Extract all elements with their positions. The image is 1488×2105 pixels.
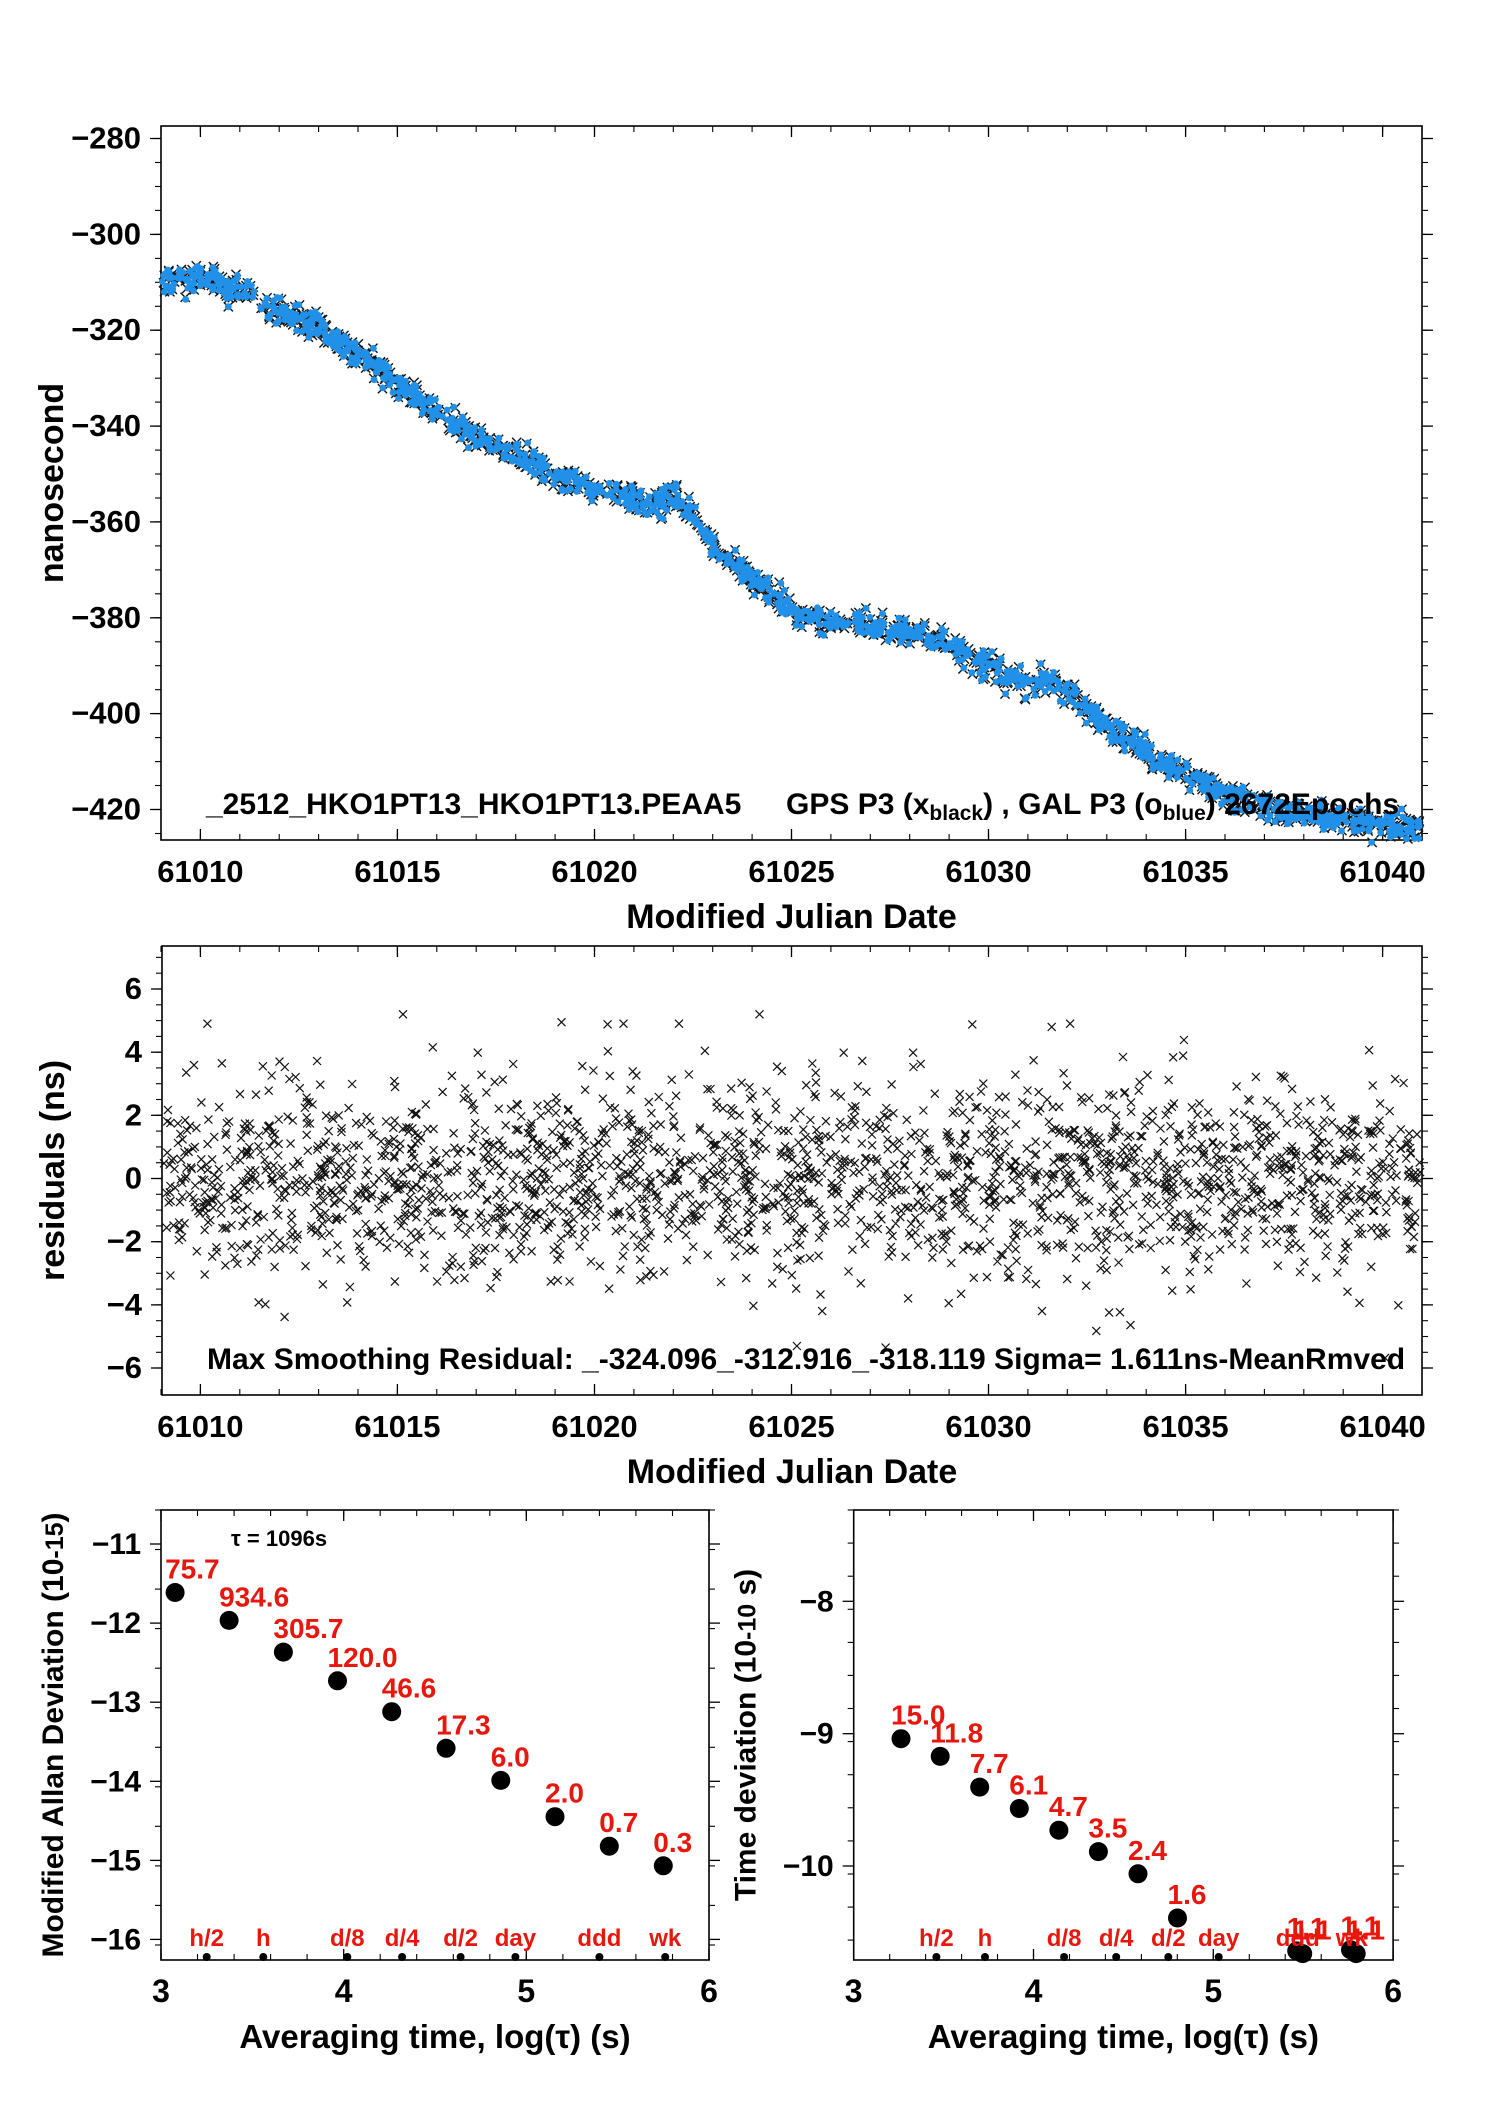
svg-text:2.4: 2.4: [1128, 1835, 1167, 1866]
svg-text:3: 3: [845, 1973, 863, 2009]
svg-text:17.3: 17.3: [436, 1709, 491, 1740]
svg-text:residuals (ns): residuals (ns): [34, 1060, 72, 1281]
svg-text:3: 3: [152, 1973, 170, 2009]
svg-text:wk: wk: [648, 1925, 682, 1952]
svg-text:d/4: d/4: [385, 1925, 420, 1952]
svg-text:h/2: h/2: [919, 1925, 954, 1952]
svg-text:0: 0: [125, 1161, 142, 1196]
svg-text:61025: 61025: [748, 854, 834, 889]
svg-text:1.6: 1.6: [1168, 1879, 1207, 1910]
svg-text:2: 2: [125, 1097, 142, 1132]
svg-text:−2: −2: [107, 1224, 142, 1259]
svg-text:6.0: 6.0: [491, 1741, 530, 1772]
svg-text:4.7: 4.7: [1049, 1791, 1088, 1822]
svg-text:61010: 61010: [157, 1409, 243, 1444]
svg-text:7.7: 7.7: [970, 1748, 1009, 1779]
svg-text:_2512_HKO1PT13_HKO1PT13.PEAA5: _2512_HKO1PT13_HKO1PT13.PEAA5: [205, 788, 741, 821]
svg-text:61010: 61010: [157, 854, 243, 889]
svg-text:day: day: [495, 1925, 537, 1952]
svg-text:−15: −15: [90, 1844, 141, 1877]
svg-text:11.8: 11.8: [930, 1717, 983, 1748]
svg-text:ddd: ddd: [577, 1925, 621, 1952]
svg-text:−300: −300: [71, 216, 141, 251]
svg-text:4: 4: [1025, 1973, 1043, 2009]
svg-text:4: 4: [125, 1034, 143, 1069]
svg-text:61015: 61015: [354, 1409, 440, 1444]
svg-text:61030: 61030: [945, 1409, 1031, 1444]
svg-text:5: 5: [1204, 1973, 1222, 2009]
svg-text:46.6: 46.6: [382, 1673, 437, 1704]
svg-text:4: 4: [335, 1973, 353, 2009]
svg-text:τ = 1096s: τ = 1096s: [231, 1526, 327, 1551]
svg-text:day: day: [1198, 1925, 1240, 1952]
svg-text:934.6: 934.6: [219, 1581, 289, 1612]
svg-text:−400: −400: [71, 696, 141, 731]
svg-text:d/2: d/2: [443, 1925, 478, 1952]
svg-text:−4: −4: [107, 1287, 143, 1322]
svg-text:Modified Julian Date: Modified Julian Date: [626, 898, 957, 936]
svg-text:Max Smoothing Residual: _-324.: Max Smoothing Residual: _-324.096_-312.9…: [207, 1343, 1405, 1376]
svg-text:−360: −360: [71, 504, 141, 539]
svg-text:61020: 61020: [551, 854, 637, 889]
svg-text:−8: −8: [799, 1585, 833, 1618]
svg-text:−280: −280: [71, 121, 141, 156]
svg-text:−11: −11: [92, 1528, 141, 1561]
svg-text:61035: 61035: [1142, 1409, 1228, 1444]
svg-text:6: 6: [1384, 1973, 1402, 2009]
svg-text:305.7: 305.7: [273, 1613, 343, 1644]
svg-text:61040: 61040: [1339, 854, 1425, 889]
svg-text:−380: −380: [71, 600, 141, 635]
svg-text:61020: 61020: [551, 1409, 637, 1444]
svg-text:6.1: 6.1: [1009, 1770, 1048, 1801]
svg-text:−9: −9: [799, 1718, 833, 1751]
svg-text:61040: 61040: [1339, 1409, 1425, 1444]
svg-text:h: h: [256, 1925, 271, 1952]
svg-text:d/2: d/2: [1151, 1925, 1186, 1952]
svg-text:75.7: 75.7: [165, 1554, 220, 1585]
svg-text:nanosecond: nanosecond: [33, 383, 71, 583]
svg-text:−13: −13: [90, 1686, 141, 1719]
svg-text:−10: −10: [783, 1850, 834, 1883]
svg-text:0.3: 0.3: [653, 1827, 692, 1858]
svg-text:wk: wk: [1335, 1925, 1369, 1952]
svg-text:d/8: d/8: [330, 1925, 365, 1952]
svg-text:61030: 61030: [945, 854, 1031, 889]
svg-text:−420: −420: [71, 791, 141, 826]
svg-text:−340: −340: [71, 408, 141, 443]
svg-text:−12: −12: [90, 1607, 141, 1640]
svg-text:−6: −6: [107, 1350, 142, 1385]
svg-text:d/8: d/8: [1047, 1925, 1082, 1952]
svg-text:GPS P3 (xblack) , GAL P3 (obl: GPS P3 (xblack) , GAL P3 (oblue) 2672Epo…: [786, 788, 1399, 825]
svg-text:3.5: 3.5: [1088, 1813, 1127, 1844]
svg-text:2.0: 2.0: [545, 1778, 584, 1809]
svg-text:6: 6: [125, 971, 142, 1006]
svg-text:−320: −320: [71, 312, 141, 347]
svg-text:Averaging time, log(τ) (s): Averaging time, log(τ) (s): [928, 2018, 1319, 2055]
svg-text:h/2: h/2: [189, 1925, 224, 1952]
svg-text:0.7: 0.7: [599, 1807, 638, 1838]
svg-text:ddd: ddd: [1276, 1925, 1320, 1952]
svg-text:−14: −14: [90, 1765, 141, 1798]
svg-text:61035: 61035: [1142, 854, 1228, 889]
svg-text:Modified Julian Date: Modified Julian Date: [627, 1453, 958, 1491]
svg-text:Averaging time, log(τ) (s): Averaging time, log(τ) (s): [239, 2018, 630, 2055]
svg-text:Modified Allan Deviation (10-1: Modified Allan Deviation (10-15): [37, 1512, 70, 1957]
svg-text:6: 6: [700, 1973, 718, 2009]
svg-text:−16: −16: [90, 1923, 141, 1956]
svg-text:61025: 61025: [748, 1409, 834, 1444]
svg-text:120.0: 120.0: [328, 1642, 398, 1673]
svg-text:h: h: [978, 1925, 993, 1952]
svg-text:5: 5: [517, 1973, 535, 2009]
svg-text:Time deviation (10-10 s): Time deviation (10-10 s): [730, 1569, 763, 1901]
svg-text:61015: 61015: [354, 854, 440, 889]
svg-text:d/4: d/4: [1099, 1925, 1134, 1952]
